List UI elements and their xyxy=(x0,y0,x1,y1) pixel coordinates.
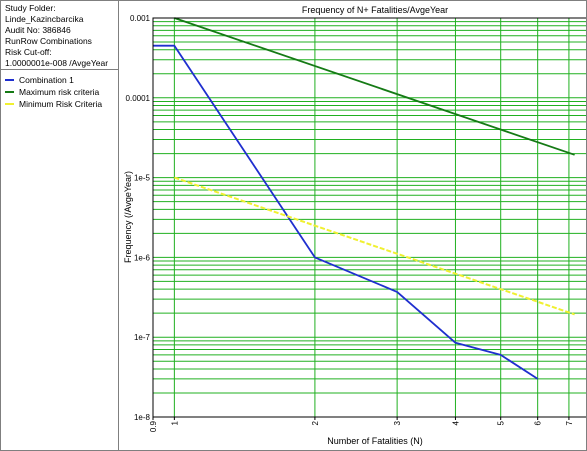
legend-item-combination-1: Combination 1 xyxy=(5,74,102,86)
x-tick-label: 4 xyxy=(452,420,461,425)
series-line-2 xyxy=(174,17,575,156)
legend-item-minimum-risk: Minimum Risk Criteria xyxy=(5,98,102,110)
y-tick-label: 0.001 xyxy=(130,14,151,23)
y-tick-labels: 0.001 0.0001 1e-5 1e-6 1e-7 1e-8 xyxy=(126,14,151,422)
x-tick-label: 7 xyxy=(565,420,574,425)
x-tick-label: 0.9 xyxy=(149,420,158,432)
study-info: Study Folder: Linde_Kazincbarcika Audit … xyxy=(5,3,108,69)
fn-curve-chart: Frequency of N+ Fatalities/AvgeYear 0.9 1… xyxy=(123,5,586,446)
y-tick-label: 1e-7 xyxy=(134,333,151,342)
legend-swatch-combination-1 xyxy=(5,79,14,81)
risk-cutoff-label: Risk Cut-off: xyxy=(5,47,52,57)
study-folder-name: Linde_Kazincbarcika xyxy=(5,14,84,24)
audit-number: Audit No: 386846 xyxy=(5,25,71,35)
y-tick-label: 0.0001 xyxy=(126,94,151,103)
series-line-3 xyxy=(174,176,575,316)
chart-legend: Combination 1 Maximum risk criteria Mini… xyxy=(5,74,102,110)
legend-label: Combination 1 xyxy=(19,75,74,85)
legend-item-maximum-risk: Maximum risk criteria xyxy=(5,86,102,98)
x-tick-label: 6 xyxy=(534,420,543,425)
x-tick-label: 3 xyxy=(393,420,402,425)
plot-border xyxy=(152,17,586,418)
x-tick-label: 1 xyxy=(170,420,179,425)
data-series xyxy=(153,17,575,380)
panel-divider xyxy=(1,69,118,70)
x-tick-label: 5 xyxy=(497,420,506,425)
grid-lines xyxy=(153,18,586,418)
x-axis-title: Number of Fatalities (N) xyxy=(327,436,423,446)
study-folder-label: Study Folder: xyxy=(5,3,56,13)
side-panel: Study Folder: Linde_Kazincbarcika Audit … xyxy=(1,1,119,450)
legend-swatch-maximum-risk xyxy=(5,91,14,93)
plot-area xyxy=(153,18,586,417)
run-row-type: RunRow Combinations xyxy=(5,36,92,46)
legend-label: Minimum Risk Criteria xyxy=(19,99,103,109)
y-tick-label: 1e-5 xyxy=(134,174,151,183)
legend-label: Maximum risk criteria xyxy=(19,87,100,97)
x-tick-label: 2 xyxy=(311,420,320,425)
chart-title: Frequency of N+ Fatalities/AvgeYear xyxy=(302,5,448,15)
y-tick-label: 1e-8 xyxy=(134,413,151,422)
series-line-1 xyxy=(153,44,539,380)
x-tick-labels: 0.912345678 xyxy=(149,417,574,432)
risk-cutoff-value: 1.0000001e-008 /AvgeYear xyxy=(5,58,109,68)
y-tick-label: 1e-6 xyxy=(134,253,151,262)
y-axis-title: Frequency (/AvgeYear) xyxy=(123,171,133,263)
legend-swatch-minimum-risk xyxy=(5,103,14,105)
